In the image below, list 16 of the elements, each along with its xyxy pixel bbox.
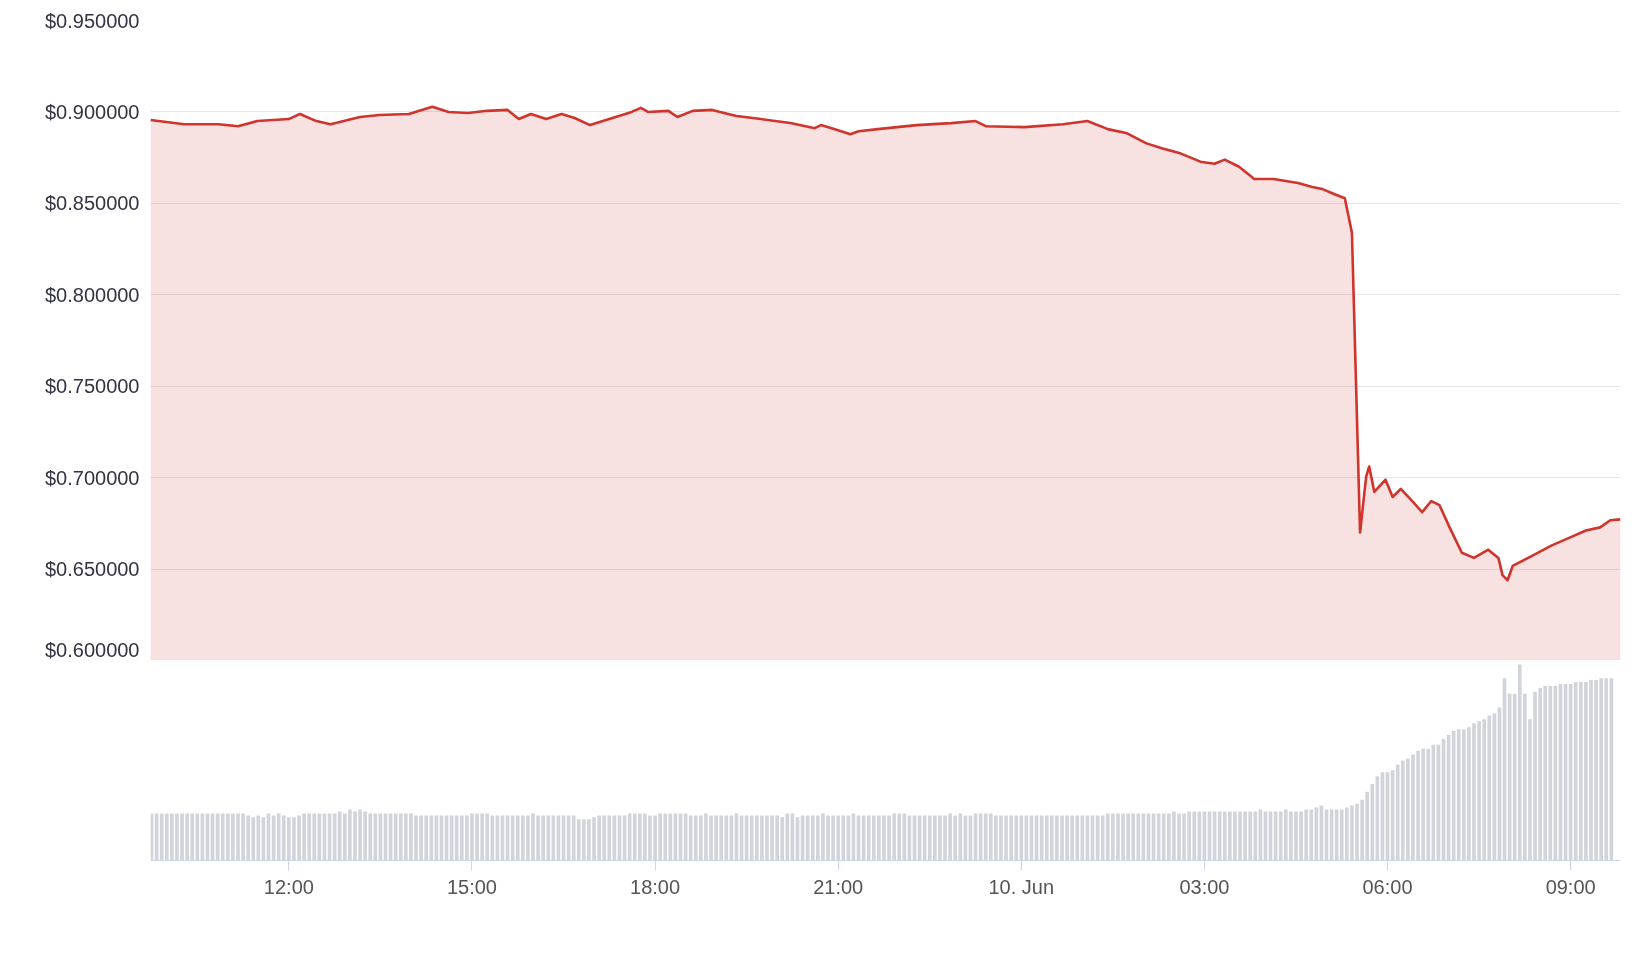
y-tick-label: $0.700000 [44, 466, 140, 489]
x-tick-label: 12:00 [263, 875, 314, 898]
x-tick-label: 09:00 [1545, 875, 1596, 898]
y-tick-label: $0.850000 [44, 192, 140, 215]
y-tick-label: $0.900000 [44, 100, 140, 123]
y-tick-label: $0.950000 [44, 9, 140, 32]
y-tick-label: $0.600000 [44, 638, 140, 661]
x-tick-label: 10. Jun [988, 875, 1055, 898]
x-tick-label: 21:00 [813, 875, 864, 898]
y-tick-label: $0.800000 [44, 283, 140, 306]
x-tick-label: 18:00 [630, 875, 681, 898]
x-tick-label: 15:00 [446, 875, 498, 898]
y-tick-label: $0.650000 [44, 558, 140, 581]
x-tick-label: 06:00 [1362, 875, 1413, 898]
y-tick-label: $0.750000 [44, 375, 140, 398]
x-tick-label: 03:00 [1179, 875, 1230, 898]
